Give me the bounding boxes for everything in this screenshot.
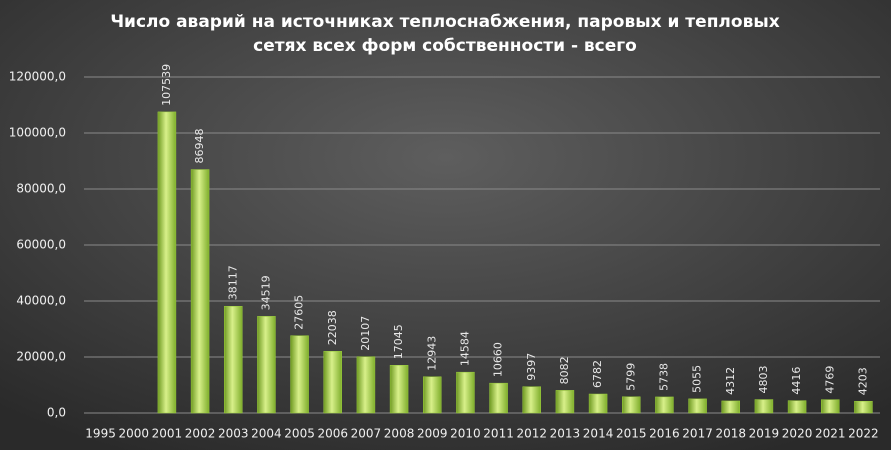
- value-label: 8082: [558, 356, 571, 384]
- bar: [754, 399, 774, 414]
- bar: [655, 396, 674, 414]
- y-tick-label: 120000,0: [9, 70, 66, 84]
- x-tick-label: 2022: [848, 427, 879, 441]
- chart-title: Число аварий на источниках теплоснабжени…: [110, 12, 779, 32]
- bar: [356, 356, 376, 414]
- value-label: 10660: [492, 342, 505, 377]
- bar: [588, 393, 608, 414]
- x-tick-label: 2016: [649, 427, 680, 441]
- bar: [290, 335, 309, 414]
- value-label: 86948: [193, 129, 206, 164]
- x-tick-label: 2007: [351, 427, 382, 441]
- y-tick-label: 0,0: [47, 406, 66, 420]
- value-label: 12943: [425, 336, 438, 371]
- bar: [190, 169, 210, 414]
- value-label: 14584: [458, 331, 471, 366]
- y-tick-label: 80000,0: [16, 182, 66, 196]
- value-label: 20107: [359, 316, 372, 351]
- value-label: 4769: [823, 366, 836, 394]
- x-tick-label: 2005: [284, 427, 315, 441]
- x-tick-label: 2009: [417, 427, 448, 441]
- y-tick-label: 40000,0: [16, 294, 66, 308]
- bar: [224, 306, 243, 414]
- y-tick-label: 100000,0: [9, 126, 66, 140]
- bar: [622, 396, 641, 414]
- value-label: 4803: [757, 366, 770, 394]
- value-label: 4203: [856, 367, 869, 395]
- value-label: 5799: [624, 363, 637, 391]
- x-tick-label: 2004: [251, 427, 282, 441]
- bar: [323, 351, 342, 414]
- bar: [423, 376, 442, 414]
- x-tick-label: 2002: [185, 427, 216, 441]
- value-label: 17045: [392, 324, 405, 359]
- x-tick-label: 2001: [152, 427, 183, 441]
- y-tick-label: 60000,0: [16, 238, 66, 252]
- value-label: 4416: [790, 367, 803, 395]
- bar: [821, 399, 840, 414]
- bar: [854, 400, 873, 414]
- value-label: 6782: [591, 360, 604, 388]
- bar: [157, 111, 177, 414]
- value-label: 38117: [226, 265, 239, 300]
- x-tick-label: 2003: [218, 427, 249, 441]
- value-label: 22038: [326, 310, 339, 345]
- value-label: 34519: [259, 275, 272, 310]
- x-tick-label: 1995: [85, 427, 116, 441]
- bar: [522, 386, 541, 414]
- value-label: 5738: [657, 363, 670, 391]
- x-tick-label: 2014: [583, 427, 614, 441]
- value-label: 4312: [724, 367, 737, 395]
- bar: [688, 398, 707, 414]
- x-tick-label: 2017: [682, 427, 713, 441]
- bar: [489, 382, 508, 414]
- bar: [257, 316, 276, 414]
- x-tick-label: 2012: [516, 427, 547, 441]
- value-label: 107539: [160, 64, 173, 106]
- x-tick-label: 2020: [782, 427, 813, 441]
- x-tick-label: 2021: [815, 427, 846, 441]
- value-label: 9397: [525, 353, 538, 381]
- chart-title: сетях всех форм собственности - всего: [253, 36, 637, 56]
- bar: [721, 400, 740, 414]
- x-tick-label: 2008: [384, 427, 415, 441]
- x-tick-label: 2019: [749, 427, 780, 441]
- bar: [787, 400, 807, 414]
- x-tick-label: 2011: [483, 427, 514, 441]
- x-tick-label: 2000: [118, 427, 149, 441]
- x-tick-label: 2018: [715, 427, 746, 441]
- bar: [456, 371, 475, 414]
- bar: [389, 365, 409, 414]
- value-label: 27605: [293, 295, 306, 330]
- x-tick-label: 2006: [317, 427, 348, 441]
- bar: [555, 390, 575, 414]
- x-tick-label: 2010: [450, 427, 481, 441]
- x-tick-label: 2013: [550, 427, 581, 441]
- x-tick-label: 2015: [616, 427, 647, 441]
- y-tick-label: 20000,0: [16, 350, 66, 364]
- value-label: 5055: [691, 365, 704, 393]
